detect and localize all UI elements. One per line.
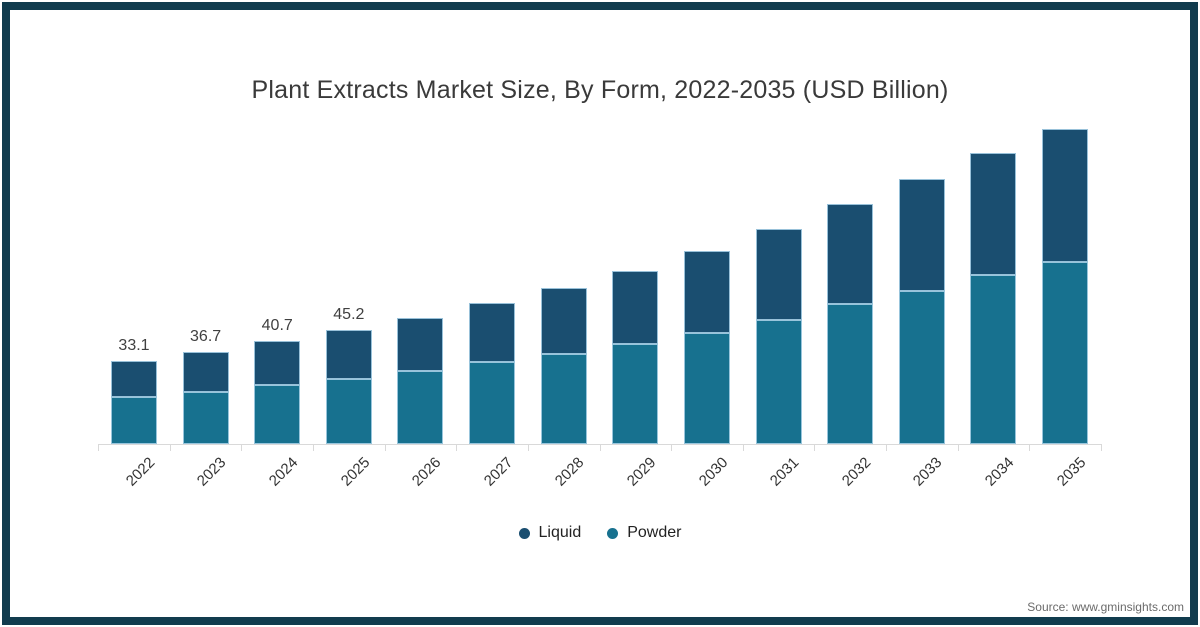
bar-segment-powder-2028[interactable] <box>540 354 587 444</box>
bar-total-label-2025: 45.2 <box>333 306 365 324</box>
legend-item-powder[interactable]: Powder <box>607 524 681 542</box>
bar-segment-powder-2032[interactable] <box>827 304 874 444</box>
x-axis-tick <box>599 444 601 451</box>
x-axis-label-2026: 2026 <box>408 454 445 490</box>
legend-label-powder: Powder <box>627 524 682 541</box>
bar-segment-liquid-2025[interactable] <box>325 330 372 379</box>
x-axis-label-2030: 2030 <box>695 454 731 490</box>
x-axis-label-2034: 2034 <box>981 454 1018 490</box>
bar-segment-liquid-2034[interactable] <box>970 152 1017 275</box>
x-axis-label-2032: 2032 <box>838 454 875 490</box>
bar-segment-powder-2025[interactable] <box>325 378 372 444</box>
bar-segment-powder-2027[interactable] <box>469 362 516 444</box>
bar-segment-liquid-2029[interactable] <box>612 270 659 344</box>
x-axis-label-2023: 2023 <box>194 454 230 490</box>
bar-segment-liquid-2022[interactable] <box>111 360 157 397</box>
x-axis-tick <box>671 444 673 451</box>
x-axis-tick <box>456 444 458 451</box>
bar-segment-powder-2033[interactable] <box>898 291 945 444</box>
x-axis-tick <box>1100 444 1102 451</box>
bar-segment-liquid-2023[interactable] <box>182 351 229 392</box>
bar-segment-liquid-2030[interactable] <box>683 250 730 333</box>
x-axis-tick <box>241 444 243 451</box>
x-axis-tick <box>527 444 529 451</box>
x-axis-tick <box>313 444 315 451</box>
bar-segment-powder-2035[interactable] <box>1042 261 1089 444</box>
x-axis-tick <box>1029 444 1031 451</box>
bar-segment-powder-2022[interactable] <box>111 396 157 444</box>
bar-total-label-2024: 40.7 <box>261 317 293 335</box>
bar-segment-powder-2031[interactable] <box>755 319 802 444</box>
bar-segment-liquid-2033[interactable] <box>898 178 945 292</box>
bar-segment-powder-2024[interactable] <box>254 385 301 444</box>
x-axis-label-2025: 2025 <box>337 454 373 490</box>
bar-segment-powder-2034[interactable] <box>970 274 1017 444</box>
legend-item-liquid[interactable]: Liquid <box>518 524 582 542</box>
x-axis-tick <box>384 444 386 451</box>
bar-total-label-2022: 33.1 <box>118 336 150 354</box>
x-axis-tick <box>742 444 744 451</box>
x-axis-label-2029: 2029 <box>623 454 660 490</box>
x-axis-tick <box>957 444 959 451</box>
x-axis-tick <box>814 444 816 451</box>
bar-segment-powder-2029[interactable] <box>612 343 659 444</box>
bar-segment-liquid-2027[interactable] <box>469 303 516 363</box>
bar-segment-liquid-2028[interactable] <box>540 288 587 355</box>
x-axis-label-2033: 2033 <box>910 454 946 490</box>
x-axis-label-2028: 2028 <box>552 454 588 490</box>
bar-segment-liquid-2031[interactable] <box>755 228 802 320</box>
plot-area: 33.1 36.7 40.7 45.2 <box>98 110 1102 451</box>
x-axis-tick <box>169 444 171 451</box>
bar-segment-powder-2030[interactable] <box>683 332 730 444</box>
x-axis-label-2031: 2031 <box>766 454 803 490</box>
x-axis-label-2024: 2024 <box>265 454 302 490</box>
liquid-series-dot-icon <box>518 527 530 539</box>
bar-segment-liquid-2026[interactable] <box>397 317 444 371</box>
legend: Liquid Powder <box>0 524 1200 542</box>
bar-segment-powder-2023[interactable] <box>182 391 229 444</box>
x-axis-label-2027: 2027 <box>480 454 517 490</box>
bar-total-label-2023: 36.7 <box>190 327 222 345</box>
chart-title: Plant Extracts Market Size, By Form, 202… <box>251 76 949 104</box>
powder-series-dot-icon <box>607 527 619 539</box>
bar-segment-liquid-2024[interactable] <box>254 341 301 386</box>
bar-segment-liquid-2035[interactable] <box>1042 128 1089 262</box>
bar-segment-liquid-2032[interactable] <box>827 203 874 305</box>
x-axis-tick <box>98 444 100 451</box>
bar-segment-powder-2026[interactable] <box>397 370 444 444</box>
x-axis-labels: 2022 2023 2024 2025 2026 2027 2028 2029 2030 2031… <box>98 450 1101 510</box>
x-axis-tick <box>886 444 887 451</box>
source-note: Source: www.gminsights.com <box>1027 600 1184 614</box>
x-axis-label-2035: 2035 <box>1053 454 1090 490</box>
x-axis-label-2022: 2022 <box>122 454 159 490</box>
legend-label-liquid: Liquid <box>538 524 582 541</box>
